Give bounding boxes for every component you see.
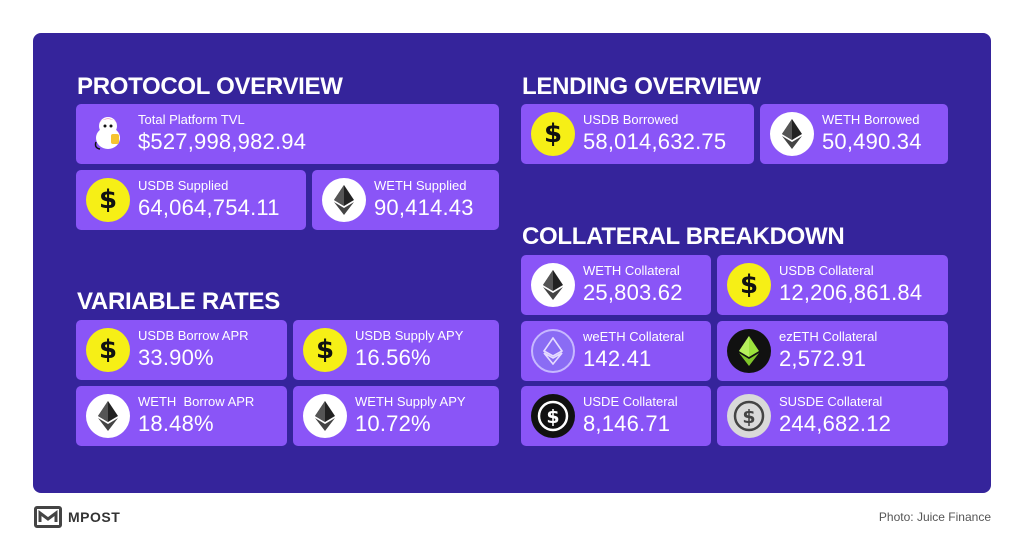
weth-collateral-card: WETH Collateral 25,803.62 <box>521 255 711 315</box>
weth-supply-apy-card: WETH Supply APY 10.72% <box>293 386 499 446</box>
weth-borrowed-value: 50,490.34 <box>822 129 922 154</box>
ezeth-collateral-label: ezETH Collateral <box>779 329 878 344</box>
weth-collateral-label: WETH Collateral <box>583 263 680 278</box>
usdb-supply-apy-card: $ USDB Supply APY 16.56% <box>293 320 499 380</box>
weth-borrow-apr-card: WETH Borrow APR 18.48% <box>76 386 287 446</box>
juice-mascot-icon <box>86 112 130 156</box>
svg-text:$: $ <box>742 406 755 428</box>
weth-borrowed-label: WETH Borrowed <box>822 112 920 127</box>
svg-text:$: $ <box>546 406 559 428</box>
ethereum-icon <box>531 263 575 307</box>
usde-icon: $ <box>531 394 575 438</box>
weth-supplied-card: WETH Supplied 90,414.43 <box>312 170 499 230</box>
weth-borrowed-card: WETH Borrowed 50,490.34 <box>760 104 948 164</box>
usdb-icon: $ <box>727 263 771 307</box>
usdb-borrow-apr-value: 33.90% <box>138 345 214 370</box>
mpost-logo-icon <box>34 506 62 528</box>
usdb-borrowed-card: $ USDB Borrowed 58,014,632.75 <box>521 104 754 164</box>
weth-supplied-label: WETH Supplied <box>374 178 467 193</box>
usdb-borrow-apr-label: USDB Borrow APR <box>138 328 249 343</box>
weth-collateral-value: 25,803.62 <box>583 280 683 305</box>
usdb-icon: $ <box>86 328 130 372</box>
ezeth-collateral-value: 2,572.91 <box>779 346 867 371</box>
usdb-supply-apy-value: 16.56% <box>355 345 431 370</box>
usde-collateral-card: $ USDE Collateral 8,146.71 <box>521 386 711 446</box>
weth-supply-apy-value: 10.72% <box>355 411 431 436</box>
susde-icon: $ <box>727 394 771 438</box>
susde-collateral-card: $ SUSDE Collateral 244,682.12 <box>717 386 948 446</box>
usdb-icon: $ <box>86 178 130 222</box>
usdb-supplied-value: 64,064,754.11 <box>138 195 280 220</box>
weeth-icon <box>531 329 575 373</box>
protocol-overview-title: PROTOCOL OVERVIEW <box>77 73 343 100</box>
usdb-collateral-card: $ USDB Collateral 12,206,861.84 <box>717 255 948 315</box>
ethereum-icon <box>770 112 814 156</box>
weeth-collateral-value: 142.41 <box>583 346 652 371</box>
ethereum-icon <box>303 394 347 438</box>
variable-rates-title: VARIABLE RATES <box>77 288 280 315</box>
weth-borrow-apr-value: 18.48% <box>138 411 214 436</box>
usdb-supply-apy-label: USDB Supply APY <box>355 328 464 343</box>
susde-collateral-value: 244,682.12 <box>779 411 892 436</box>
susde-collateral-label: SUSDE Collateral <box>779 394 883 409</box>
weeth-collateral-card: weETH Collateral 142.41 <box>521 321 711 381</box>
usdb-supplied-card: $ USDB Supplied 64,064,754.11 <box>76 170 306 230</box>
lending-overview-title: LENDING OVERVIEW <box>522 73 761 100</box>
usdb-supplied-label: USDB Supplied <box>138 178 229 193</box>
ezeth-collateral-card: ezETH Collateral 2,572.91 <box>717 321 948 381</box>
weeth-collateral-label: weETH Collateral <box>583 329 685 344</box>
usdb-icon: $ <box>531 112 575 156</box>
mpost-brand: MPOST <box>68 509 121 525</box>
usdb-collateral-value: 12,206,861.84 <box>779 280 923 305</box>
usdb-borrow-apr-card: $ USDB Borrow APR 33.90% <box>76 320 287 380</box>
weth-supplied-value: 90,414.43 <box>374 195 474 220</box>
weth-borrow-apr-label: WETH Borrow APR <box>138 394 255 409</box>
tvl-value: $527,998,982.94 <box>138 129 307 154</box>
tvl-label: Total Platform TVL <box>138 112 245 127</box>
mpost-logo[interactable]: MPOST <box>34 506 120 528</box>
ethereum-icon <box>86 394 130 438</box>
ezeth-icon <box>727 329 771 373</box>
tvl-card: Total Platform TVL $527,998,982.94 <box>76 104 499 164</box>
usde-collateral-value: 8,146.71 <box>583 411 671 436</box>
photo-credit: Photo: Juice Finance <box>878 510 991 524</box>
weth-supply-apy-label: WETH Supply APY <box>355 394 466 409</box>
usdb-borrowed-value: 58,014,632.75 <box>583 129 727 154</box>
usde-collateral-label: USDE Collateral <box>583 394 678 409</box>
ethereum-icon <box>322 178 366 222</box>
collateral-breakdown-title: COLLATERAL BREAKDOWN <box>522 223 845 250</box>
usdb-icon: $ <box>303 328 347 372</box>
usdb-borrowed-label: USDB Borrowed <box>583 112 679 127</box>
usdb-collateral-label: USDB Collateral <box>779 263 874 278</box>
